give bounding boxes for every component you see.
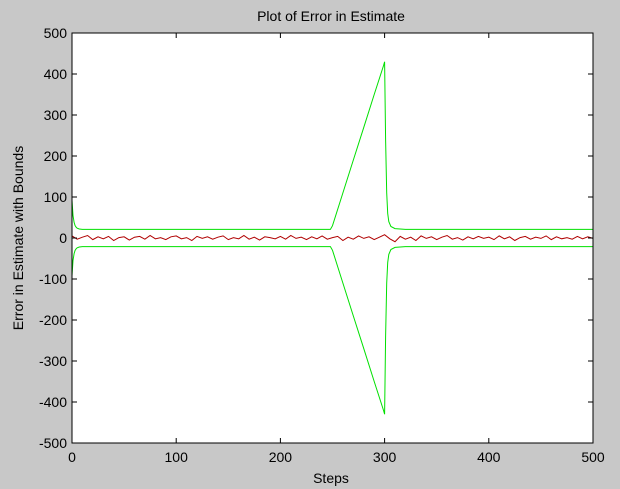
y-axis: -500 -400 -300 -200 -100 0 100 200 300 400 500 [39, 25, 593, 451]
x-tick-label: 500 [581, 449, 605, 465]
y-tick-label: 200 [44, 148, 68, 164]
x-axis-label: Steps [313, 470, 349, 486]
y-tick-label: -100 [39, 271, 67, 287]
y-tick-label: -200 [39, 312, 67, 328]
y-tick-label: 100 [44, 189, 68, 205]
x-tick-label: 300 [373, 449, 397, 465]
y-axis-label: Error in Estimate with Bounds [10, 146, 26, 330]
y-tick-label: 300 [44, 107, 68, 123]
series-line-3 [71, 234, 594, 243]
y-tick-label: -300 [39, 353, 67, 369]
x-tick-label: 400 [477, 449, 501, 465]
series-line-1 [71, 61, 593, 230]
chart-title: Plot of Error in Estimate [257, 8, 405, 24]
y-tick-label: 0 [59, 230, 67, 246]
y-tick-label: -500 [39, 435, 67, 451]
x-tick-label: 100 [165, 449, 189, 465]
y-tick-label: 400 [44, 66, 68, 82]
y-tick-label: -400 [39, 394, 67, 410]
y-tick-label: 500 [44, 25, 68, 41]
series-line-2 [71, 246, 593, 415]
x-axis: 0 100 200 300 400 500 [68, 33, 605, 465]
x-tick-label: 200 [269, 449, 293, 465]
x-tick-label: 0 [68, 449, 76, 465]
series-layer [71, 61, 594, 415]
